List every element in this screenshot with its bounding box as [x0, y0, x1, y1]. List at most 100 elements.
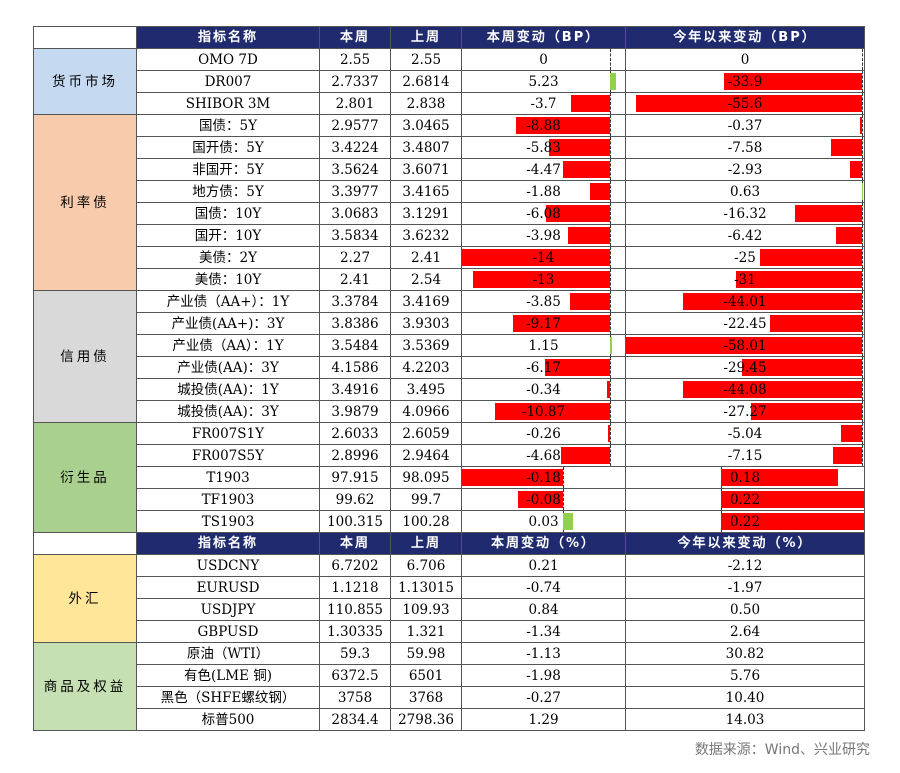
this-week-value: 100.315	[319, 510, 391, 533]
table-row: T1903 97.915 98.095 -0.18 0.18	[34, 466, 865, 489]
indicator-name-text: FR007S5Y	[191, 447, 265, 464]
ytd-change-text: -25	[734, 249, 756, 266]
bar-axis	[861, 357, 863, 378]
this-week-value-text: 2.7337	[331, 73, 379, 90]
indicator-name: 国债：5Y	[136, 114, 320, 137]
this-week-value: 6372.5	[319, 664, 391, 687]
table-row: 衍生品 FR007S1Y 2.6033 2.6059 -0.26 -5.04	[33, 422, 865, 533]
header-blank-cell	[33, 26, 137, 49]
table-row: USDJPY 110.855 109.93 0.84 0.50	[34, 598, 865, 621]
indicator-name: USDJPY	[136, 598, 320, 621]
last-week-value-text: 3.9303	[402, 315, 450, 332]
ytd-change-text: -16.32	[723, 205, 767, 222]
this-week-value-text: 99.62	[335, 491, 375, 508]
bar-axis	[610, 181, 612, 202]
negative-bar	[590, 183, 611, 200]
this-week-value-text: 2834.4	[331, 711, 379, 728]
weekly-change: -8.88	[461, 114, 626, 137]
ytd-change-text: -1.97	[727, 579, 763, 596]
last-week-value: 98.095	[390, 466, 462, 489]
last-week-value: 6501	[390, 664, 462, 687]
indicator-name: T1903	[136, 466, 320, 489]
negative-bar	[513, 315, 611, 332]
this-week-value-text: 3.3784	[331, 293, 379, 310]
this-week-value: 3.0683	[319, 202, 391, 225]
weekly-change-text: 0	[539, 51, 548, 68]
ytd-change: -7.58	[625, 136, 865, 159]
weekly-change: -1.88	[461, 180, 626, 203]
negative-bar	[571, 95, 611, 112]
bar-axis	[861, 203, 863, 224]
ytd-change: 0.22	[625, 510, 865, 533]
ytd-change-text: -55.6	[727, 95, 763, 112]
this-week-value: 99.62	[319, 488, 391, 511]
last-week-value: 3.6071	[390, 158, 462, 181]
indicator-name: 美债：2Y	[136, 246, 320, 269]
table-row: 地方债：5Y 3.3977 3.4165 -1.88 0.63	[34, 180, 865, 203]
table-row: 标普500 2834.4 2798.36 1.29 14.03	[34, 708, 865, 731]
bar-axis	[610, 137, 612, 158]
last-week-value: 2.838	[390, 92, 462, 115]
weekly-change: -10.87	[461, 400, 626, 423]
indicator-name-text: 产业债（AA）：1Y	[172, 337, 284, 354]
last-week-value-text: 98.095	[402, 469, 450, 486]
weekly-change: -0.27	[461, 686, 626, 709]
last-week-value-text: 109.93	[402, 601, 450, 618]
weekly-change-text: -1.13	[526, 645, 561, 662]
last-week-value-text: 2798.36	[398, 711, 454, 728]
weekly-change-text: -0.27	[526, 689, 561, 706]
last-week-value-text: 2.6059	[402, 425, 450, 442]
this-week-value-text: 110.855	[327, 601, 383, 618]
positive-bar	[721, 513, 864, 530]
weekly-change: -5.83	[461, 136, 626, 159]
category-cell: 商品及权益	[33, 642, 137, 731]
table-row: TF1903 99.62 99.7 -0.08 0.22	[34, 488, 865, 511]
this-week-value-text: 2.55	[339, 51, 371, 68]
ytd-change-text: -58.01	[723, 337, 767, 354]
indicator-name: DR007	[136, 70, 320, 93]
column-header: 上周	[390, 532, 462, 555]
ytd-change: -22.45	[625, 312, 865, 335]
bar-axis	[610, 159, 612, 180]
this-week-value-text: 4.1586	[331, 359, 379, 376]
ytd-change: 10.40	[625, 686, 865, 709]
ytd-change: -58.01	[625, 334, 865, 357]
negative-bar	[606, 381, 611, 398]
category-cell-text: 货币市场	[52, 73, 118, 90]
ytd-change-text: 5.76	[729, 667, 761, 684]
last-week-value: 3.4165	[390, 180, 462, 203]
bar-axis	[861, 181, 863, 202]
bar-axis	[610, 445, 612, 466]
ytd-change-text: 30.82	[725, 645, 765, 662]
weekly-change-text: -5.83	[526, 139, 561, 156]
indicator-name-text: 城投债(AA)：1Y	[177, 381, 279, 398]
last-week-value-text: 3.6071	[402, 161, 450, 178]
table-row: 城投债(AA)：1Y 3.4916 3.495 -0.34 -44.08	[34, 378, 865, 401]
weekly-change-text: -4.47	[526, 161, 561, 178]
weekly-change: -4.68	[461, 444, 626, 467]
negative-bar	[568, 227, 611, 244]
weekly-change: -0.26	[461, 422, 626, 445]
ytd-change-text: -6.42	[727, 227, 763, 244]
indicator-name-text: 有色(LME 铜)	[184, 667, 272, 684]
this-week-value-text: 3.3977	[331, 183, 379, 200]
indicator-name-text: 美债：2Y	[198, 249, 257, 266]
indicator-name: 产业债(AA)：3Y	[136, 356, 320, 379]
indicator-name-text: T1903	[206, 469, 250, 486]
negative-bar	[544, 359, 611, 376]
last-week-value: 3.0465	[390, 114, 462, 137]
ytd-change: 0.50	[625, 598, 865, 621]
indicator-name: 城投债(AA)：1Y	[136, 378, 320, 401]
table-row: DR007 2.7337 2.6814 5.23 -33.9	[34, 70, 865, 93]
ytd-change-text: -31	[734, 271, 756, 288]
data-source-note: 数据来源：Wind、兴业研究	[694, 742, 870, 758]
column-header: 本周变动（%）	[461, 532, 626, 555]
weekly-change-text: 0.03	[528, 513, 559, 530]
ytd-change-text: 0.22	[729, 491, 761, 508]
category-cell-text: 衍生品	[60, 469, 110, 486]
bar-axis	[861, 291, 863, 312]
weekly-change: -3.85	[461, 290, 626, 313]
ytd-change: -7.15	[625, 444, 865, 467]
last-week-value-text: 3768	[408, 689, 444, 706]
indicator-name: FR007S5Y	[136, 444, 320, 467]
